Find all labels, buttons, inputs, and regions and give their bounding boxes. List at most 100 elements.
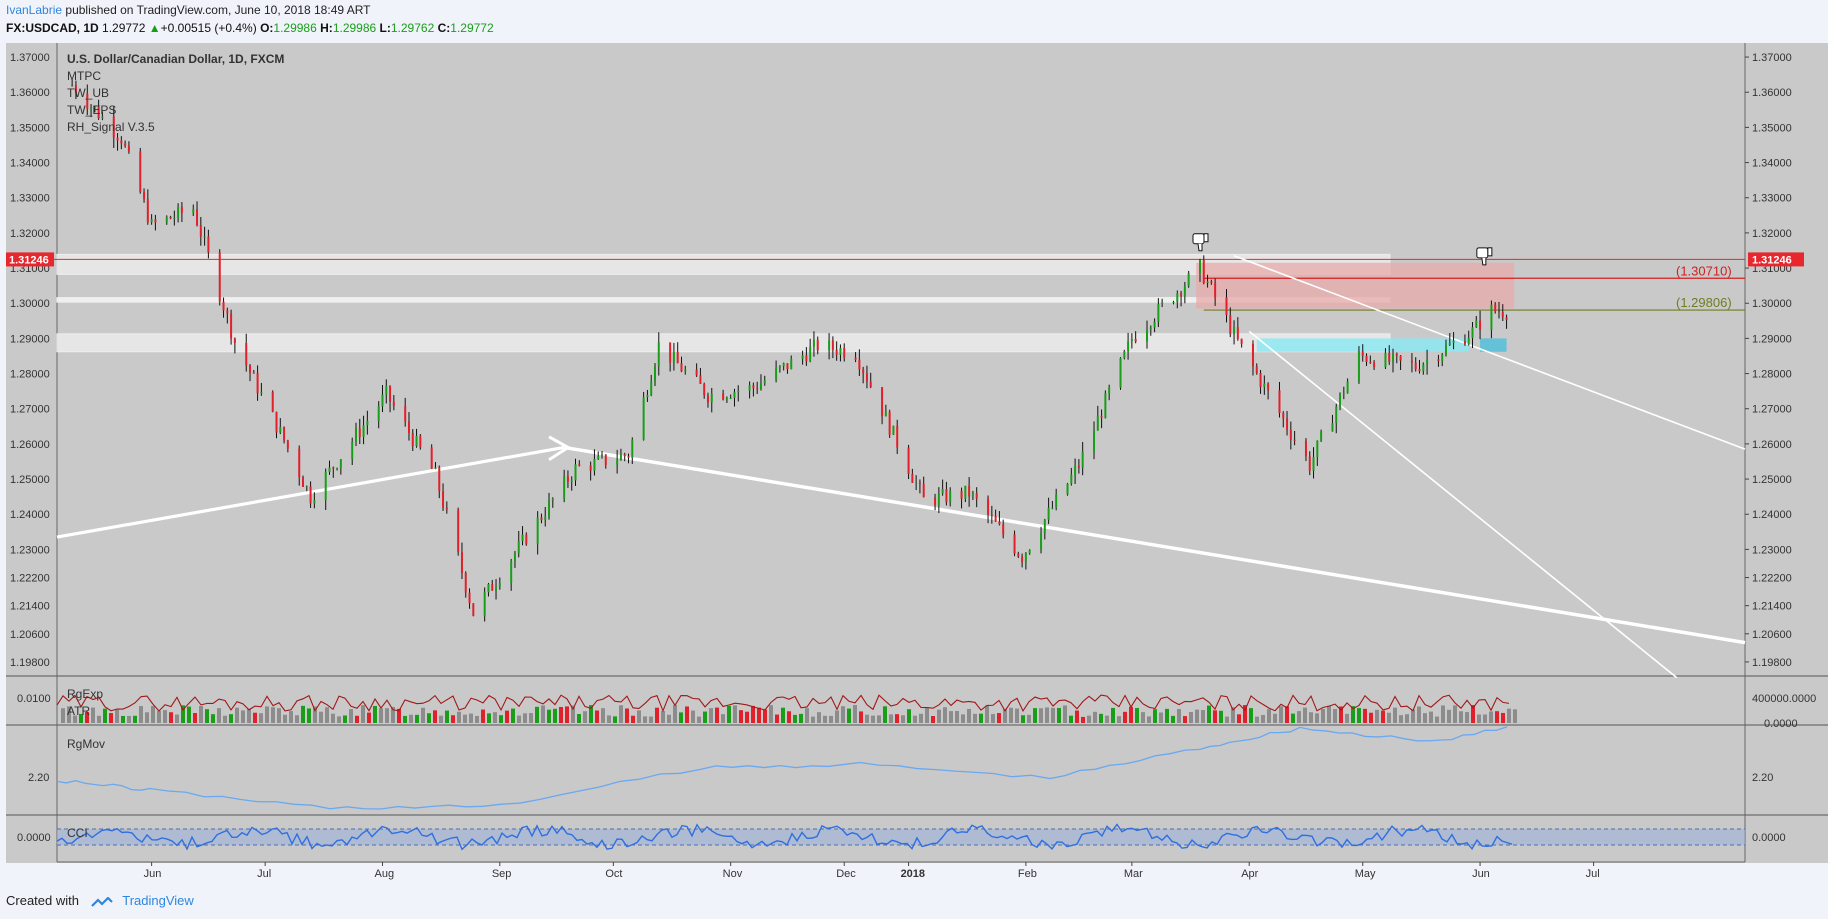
atr-bar [61, 708, 65, 723]
indicator-label: TW_UB [67, 86, 109, 100]
atr-bar [1129, 706, 1133, 723]
candle-body [252, 372, 255, 374]
candle-body [411, 432, 414, 447]
y-tick-label-right: 1.32000 [1752, 228, 1792, 240]
candle-body [937, 493, 940, 505]
candle-body [775, 367, 778, 381]
atr-bar [1369, 712, 1373, 723]
atr-bar [1465, 712, 1469, 723]
atr-bar [1009, 707, 1013, 723]
candle-body [218, 252, 221, 302]
tradingview-link[interactable]: TradingView [122, 893, 194, 908]
y-tick-label-right: 1.36000 [1752, 87, 1792, 99]
x-tick-label: Mar [1124, 868, 1143, 880]
atr-bar [1171, 715, 1175, 723]
candle-body [1384, 352, 1387, 368]
candle-body [858, 359, 861, 370]
atr-bar [1069, 715, 1073, 723]
atr-bar [463, 714, 467, 723]
candle-body [1074, 466, 1077, 475]
candle-body [1501, 312, 1504, 318]
atr-bar [343, 715, 347, 723]
atr-bar [853, 705, 857, 723]
y-tick-label-right: 1.27000 [1752, 404, 1792, 416]
atr-bar [1405, 714, 1409, 723]
candle-body [1198, 259, 1201, 274]
candle-body [1123, 351, 1126, 359]
atr-bar [1045, 707, 1049, 723]
atr-bar [925, 708, 929, 723]
candle-body [604, 454, 607, 465]
candle-body [1093, 430, 1096, 452]
candle-body [354, 428, 357, 442]
candle-body [1418, 369, 1421, 372]
atr-bar [1297, 711, 1301, 723]
candle-body [1161, 302, 1164, 304]
candle-body [1445, 345, 1448, 355]
y-tick-label-left: 1.25000 [10, 474, 50, 486]
candle-body [1210, 281, 1213, 283]
candle-body [945, 489, 948, 503]
atr-bar [1135, 707, 1139, 723]
x-tick-label: Jun [144, 868, 162, 880]
atr-bar [907, 709, 911, 723]
close-value: 1.29772 [450, 21, 494, 35]
atr-bar [559, 706, 563, 723]
candle-body [336, 468, 339, 470]
atr-bar [1507, 708, 1511, 723]
atr-bar [1477, 714, 1481, 723]
x-tick-label: Jul [1586, 868, 1600, 880]
candle-body [710, 393, 713, 403]
atr-bar [73, 715, 77, 723]
atr-bar [577, 714, 581, 723]
candle-body [1471, 327, 1474, 338]
atr-bar [1267, 709, 1271, 723]
candle-body [922, 484, 925, 498]
atr-bar [733, 705, 737, 723]
atr-bar [1303, 707, 1307, 723]
thumb-palm [1192, 233, 1205, 245]
candle-body [1070, 474, 1073, 484]
candle-body [203, 236, 206, 238]
candle-body [812, 339, 815, 347]
candle-body [74, 85, 77, 94]
atr-bar [913, 715, 917, 723]
candle-body [249, 365, 252, 373]
candle-body [256, 372, 259, 394]
x-tick-label: 2018 [901, 868, 925, 880]
candle-body [1395, 353, 1398, 356]
atr-bar [643, 716, 647, 723]
candle-body [831, 340, 834, 350]
atr-bar [1039, 708, 1043, 723]
candle-body [1081, 451, 1084, 468]
atr-bar [1453, 705, 1457, 723]
atr-bar [799, 713, 803, 723]
candle-body [93, 106, 96, 108]
candle-body [653, 366, 656, 382]
candle-body [737, 390, 740, 393]
atr-bar [1417, 706, 1421, 723]
atr-bar [961, 714, 965, 723]
atr-bar [985, 705, 989, 723]
atr-bar [1189, 712, 1193, 723]
atr-bar [997, 713, 1001, 723]
atr-bar [535, 706, 539, 723]
atr-bar [1123, 711, 1127, 723]
price-tag-left [6, 252, 54, 267]
candle-body [1100, 416, 1103, 418]
candle-body [843, 348, 846, 358]
author-link[interactable]: IvanLabrie [6, 3, 63, 17]
atr-bar [871, 715, 875, 723]
candle-body [881, 387, 884, 417]
atr-bar [265, 706, 269, 723]
atr-bar [1357, 708, 1361, 723]
candle-body [828, 340, 831, 351]
y-tick-label-right: 1.35000 [1752, 122, 1792, 134]
x-tick-label: Oct [605, 868, 622, 880]
atr-bar [1513, 709, 1517, 723]
candle-body [896, 425, 899, 448]
atr-bar [499, 715, 503, 723]
atr-bar [1387, 712, 1391, 723]
atr-bar [829, 715, 833, 723]
